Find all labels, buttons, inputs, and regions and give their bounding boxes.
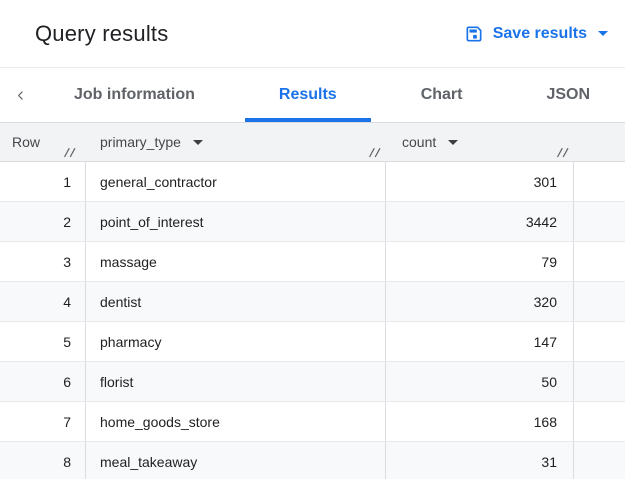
primary-type-cell: home_goods_store — [86, 402, 386, 441]
floppy-save-icon — [464, 24, 484, 44]
primary-type-cell: meal_takeaway — [86, 442, 386, 479]
column-label: primary_type — [100, 134, 181, 150]
results-tab-bar: Job information Results Chart JSON — [0, 68, 625, 122]
row-number-cell: 2 — [0, 202, 86, 241]
spacer-cell — [574, 282, 625, 321]
table-row: 8 meal_takeaway 31 — [0, 442, 625, 479]
spacer-cell — [574, 402, 625, 441]
spacer-cell — [574, 202, 625, 241]
spacer-cell — [574, 162, 625, 201]
row-number-cell: 5 — [0, 322, 86, 361]
count-cell: 147 — [386, 322, 574, 361]
caret-down-icon — [598, 31, 608, 36]
column-header-count: count — [386, 123, 574, 161]
sort-caret-icon[interactable] — [192, 139, 203, 145]
primary-type-cell: massage — [86, 242, 386, 281]
count-cell: 168 — [386, 402, 574, 441]
spacer-cell — [574, 242, 625, 281]
column-resize-handle-icon[interactable] — [556, 147, 570, 158]
tab-label: Results — [278, 86, 337, 103]
tab-json[interactable]: JSON — [512, 68, 624, 122]
table-row: 5 pharmacy 147 — [0, 322, 625, 362]
primary-type-cell: pharmacy — [86, 322, 386, 361]
column-resize-handle-icon[interactable] — [63, 147, 77, 158]
spacer-cell — [574, 362, 625, 401]
table-row: 7 home_goods_store 168 — [0, 402, 625, 442]
table-row: 1 general_contractor 301 — [0, 162, 625, 202]
count-cell: 50 — [386, 362, 574, 401]
column-label: Row — [12, 134, 41, 150]
column-header-primary-type: primary_type — [86, 123, 386, 161]
scroll-tabs-left-button[interactable] — [0, 68, 40, 122]
save-results-button[interactable]: Save results — [464, 24, 608, 44]
count-cell: 320 — [386, 282, 574, 321]
table-row: 3 massage 79 — [0, 242, 625, 282]
primary-type-cell: dentist — [86, 282, 386, 321]
row-number-cell: 6 — [0, 362, 86, 401]
primary-type-cell: general_contractor — [86, 162, 386, 201]
tab-job-information[interactable]: Job information — [40, 68, 229, 122]
row-number-cell: 1 — [0, 162, 86, 201]
column-resize-handle-icon[interactable] — [368, 147, 382, 158]
count-cell: 31 — [386, 442, 574, 479]
row-number-cell: 4 — [0, 282, 86, 321]
column-header-spacer — [574, 123, 625, 161]
table-row: 4 dentist 320 — [0, 282, 625, 322]
primary-type-cell: florist — [86, 362, 386, 401]
tab-label: Job information — [74, 86, 195, 103]
row-number-cell: 7 — [0, 402, 86, 441]
tab-list: Job information Results Chart JSON — [40, 68, 624, 122]
tab-results[interactable]: Results — [244, 68, 371, 122]
row-number-cell: 3 — [0, 242, 86, 281]
table-header-row: Row primary_type count — [0, 122, 625, 162]
sort-caret-icon[interactable] — [448, 139, 459, 145]
count-cell: 3442 — [386, 202, 574, 241]
tab-chart[interactable]: Chart — [387, 68, 497, 122]
save-results-label: Save results — [492, 24, 587, 42]
table-body: 1 general_contractor 301 2 point_of_inte… — [0, 162, 625, 479]
spacer-cell — [574, 322, 625, 361]
column-label: count — [402, 134, 437, 150]
query-results-header: Query results Save results — [0, 0, 625, 68]
table-row: 2 point_of_interest 3442 — [0, 202, 625, 242]
spacer-cell — [574, 442, 625, 479]
page-title: Query results — [35, 20, 169, 46]
table-row: 6 florist 50 — [0, 362, 625, 402]
tab-label: Chart — [420, 86, 463, 103]
count-cell: 79 — [386, 242, 574, 281]
chevron-left-icon — [14, 89, 27, 102]
tab-label: JSON — [546, 86, 591, 103]
row-number-cell: 8 — [0, 442, 86, 479]
count-cell: 301 — [386, 162, 574, 201]
column-header-row: Row — [0, 123, 86, 161]
primary-type-cell: point_of_interest — [86, 202, 386, 241]
results-table: Row primary_type count — [0, 122, 625, 479]
